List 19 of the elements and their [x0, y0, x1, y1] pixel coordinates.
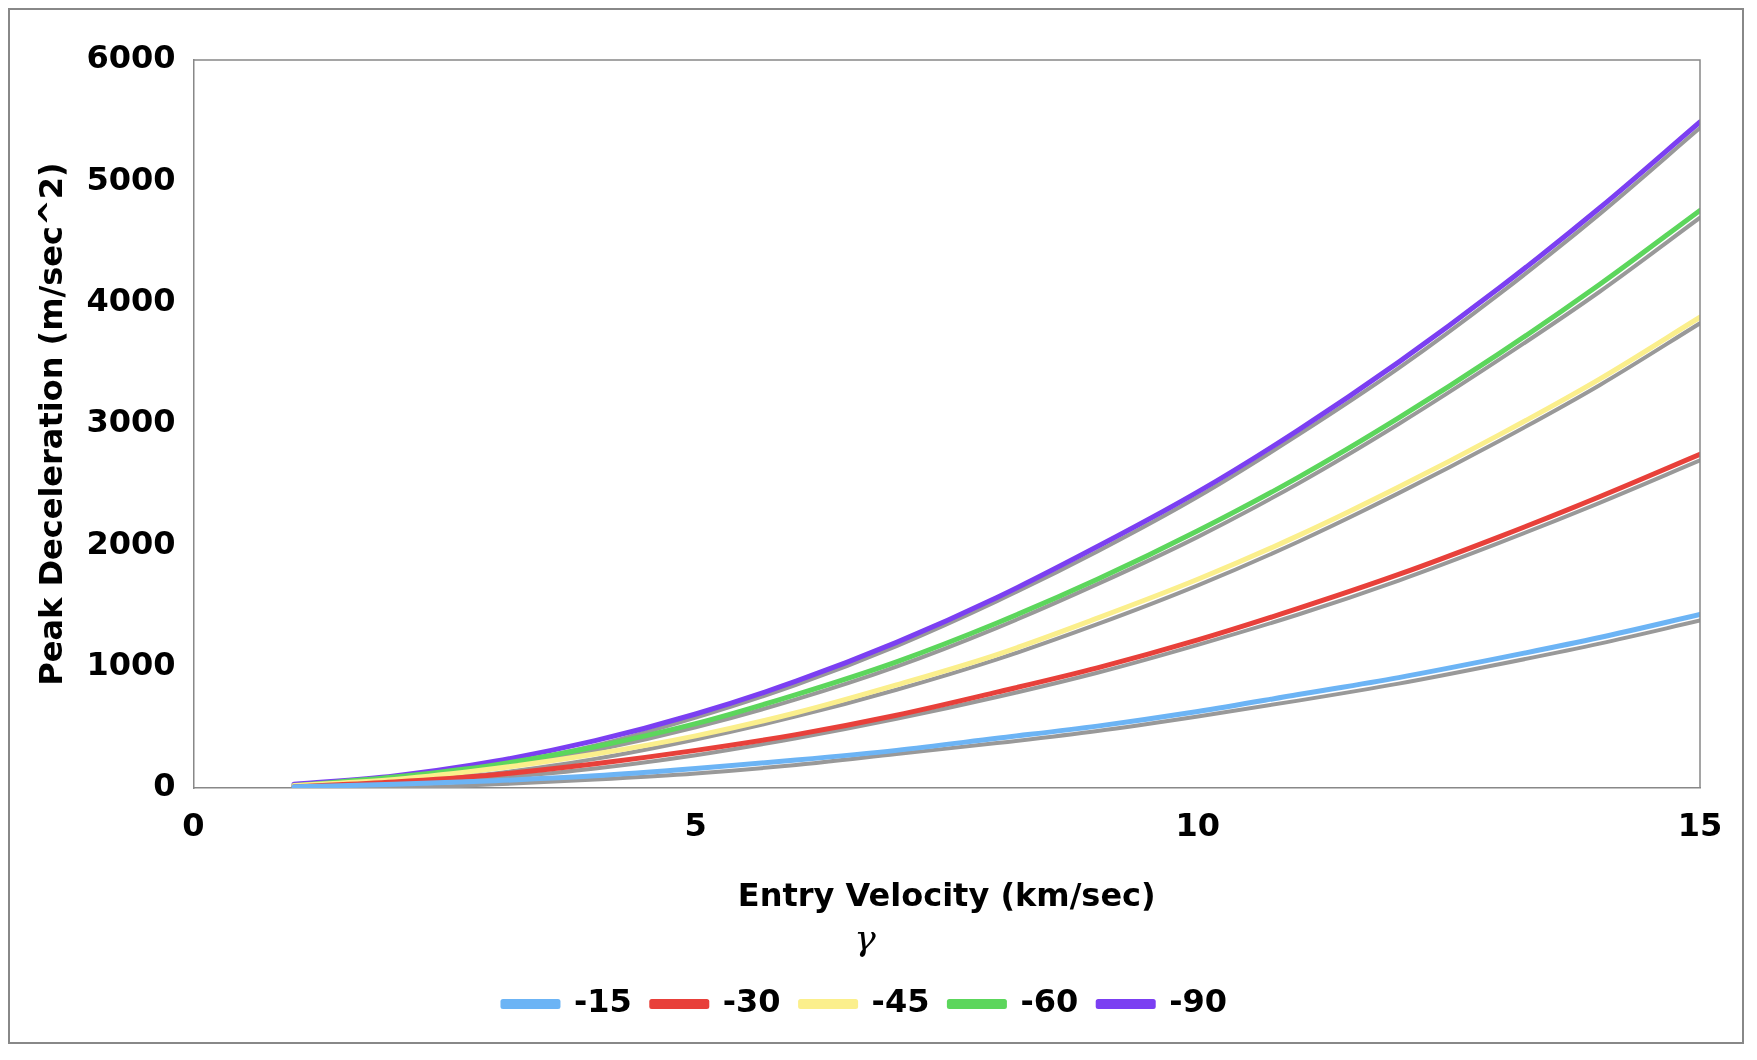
y-tick-label: 1000	[86, 644, 176, 683]
legend-label: -90	[1169, 982, 1228, 1021]
legend-label: -60	[1020, 982, 1079, 1021]
y-axis-title: Peak Deceleration (m/sec^2)	[31, 162, 70, 686]
y-tick-label: 4000	[86, 280, 176, 319]
x-tick-label: 0	[182, 805, 205, 844]
legend-title: γ	[854, 917, 877, 959]
y-tick-label: 5000	[86, 159, 176, 198]
x-tick-label: 5	[684, 805, 707, 844]
x-tick-label: 10	[1175, 805, 1221, 844]
x-tick-label: 15	[1677, 805, 1723, 844]
legend-label: -30	[722, 982, 781, 1021]
y-tick-label: 6000	[86, 38, 176, 77]
legend-label: -15	[573, 982, 632, 1021]
x-axis-title: Entry Velocity (km/sec)	[737, 875, 1156, 914]
y-tick-label: 2000	[86, 523, 176, 562]
y-tick-label: 3000	[86, 402, 176, 441]
y-tick-label: 0	[153, 766, 176, 805]
legend-label: -45	[871, 982, 930, 1021]
